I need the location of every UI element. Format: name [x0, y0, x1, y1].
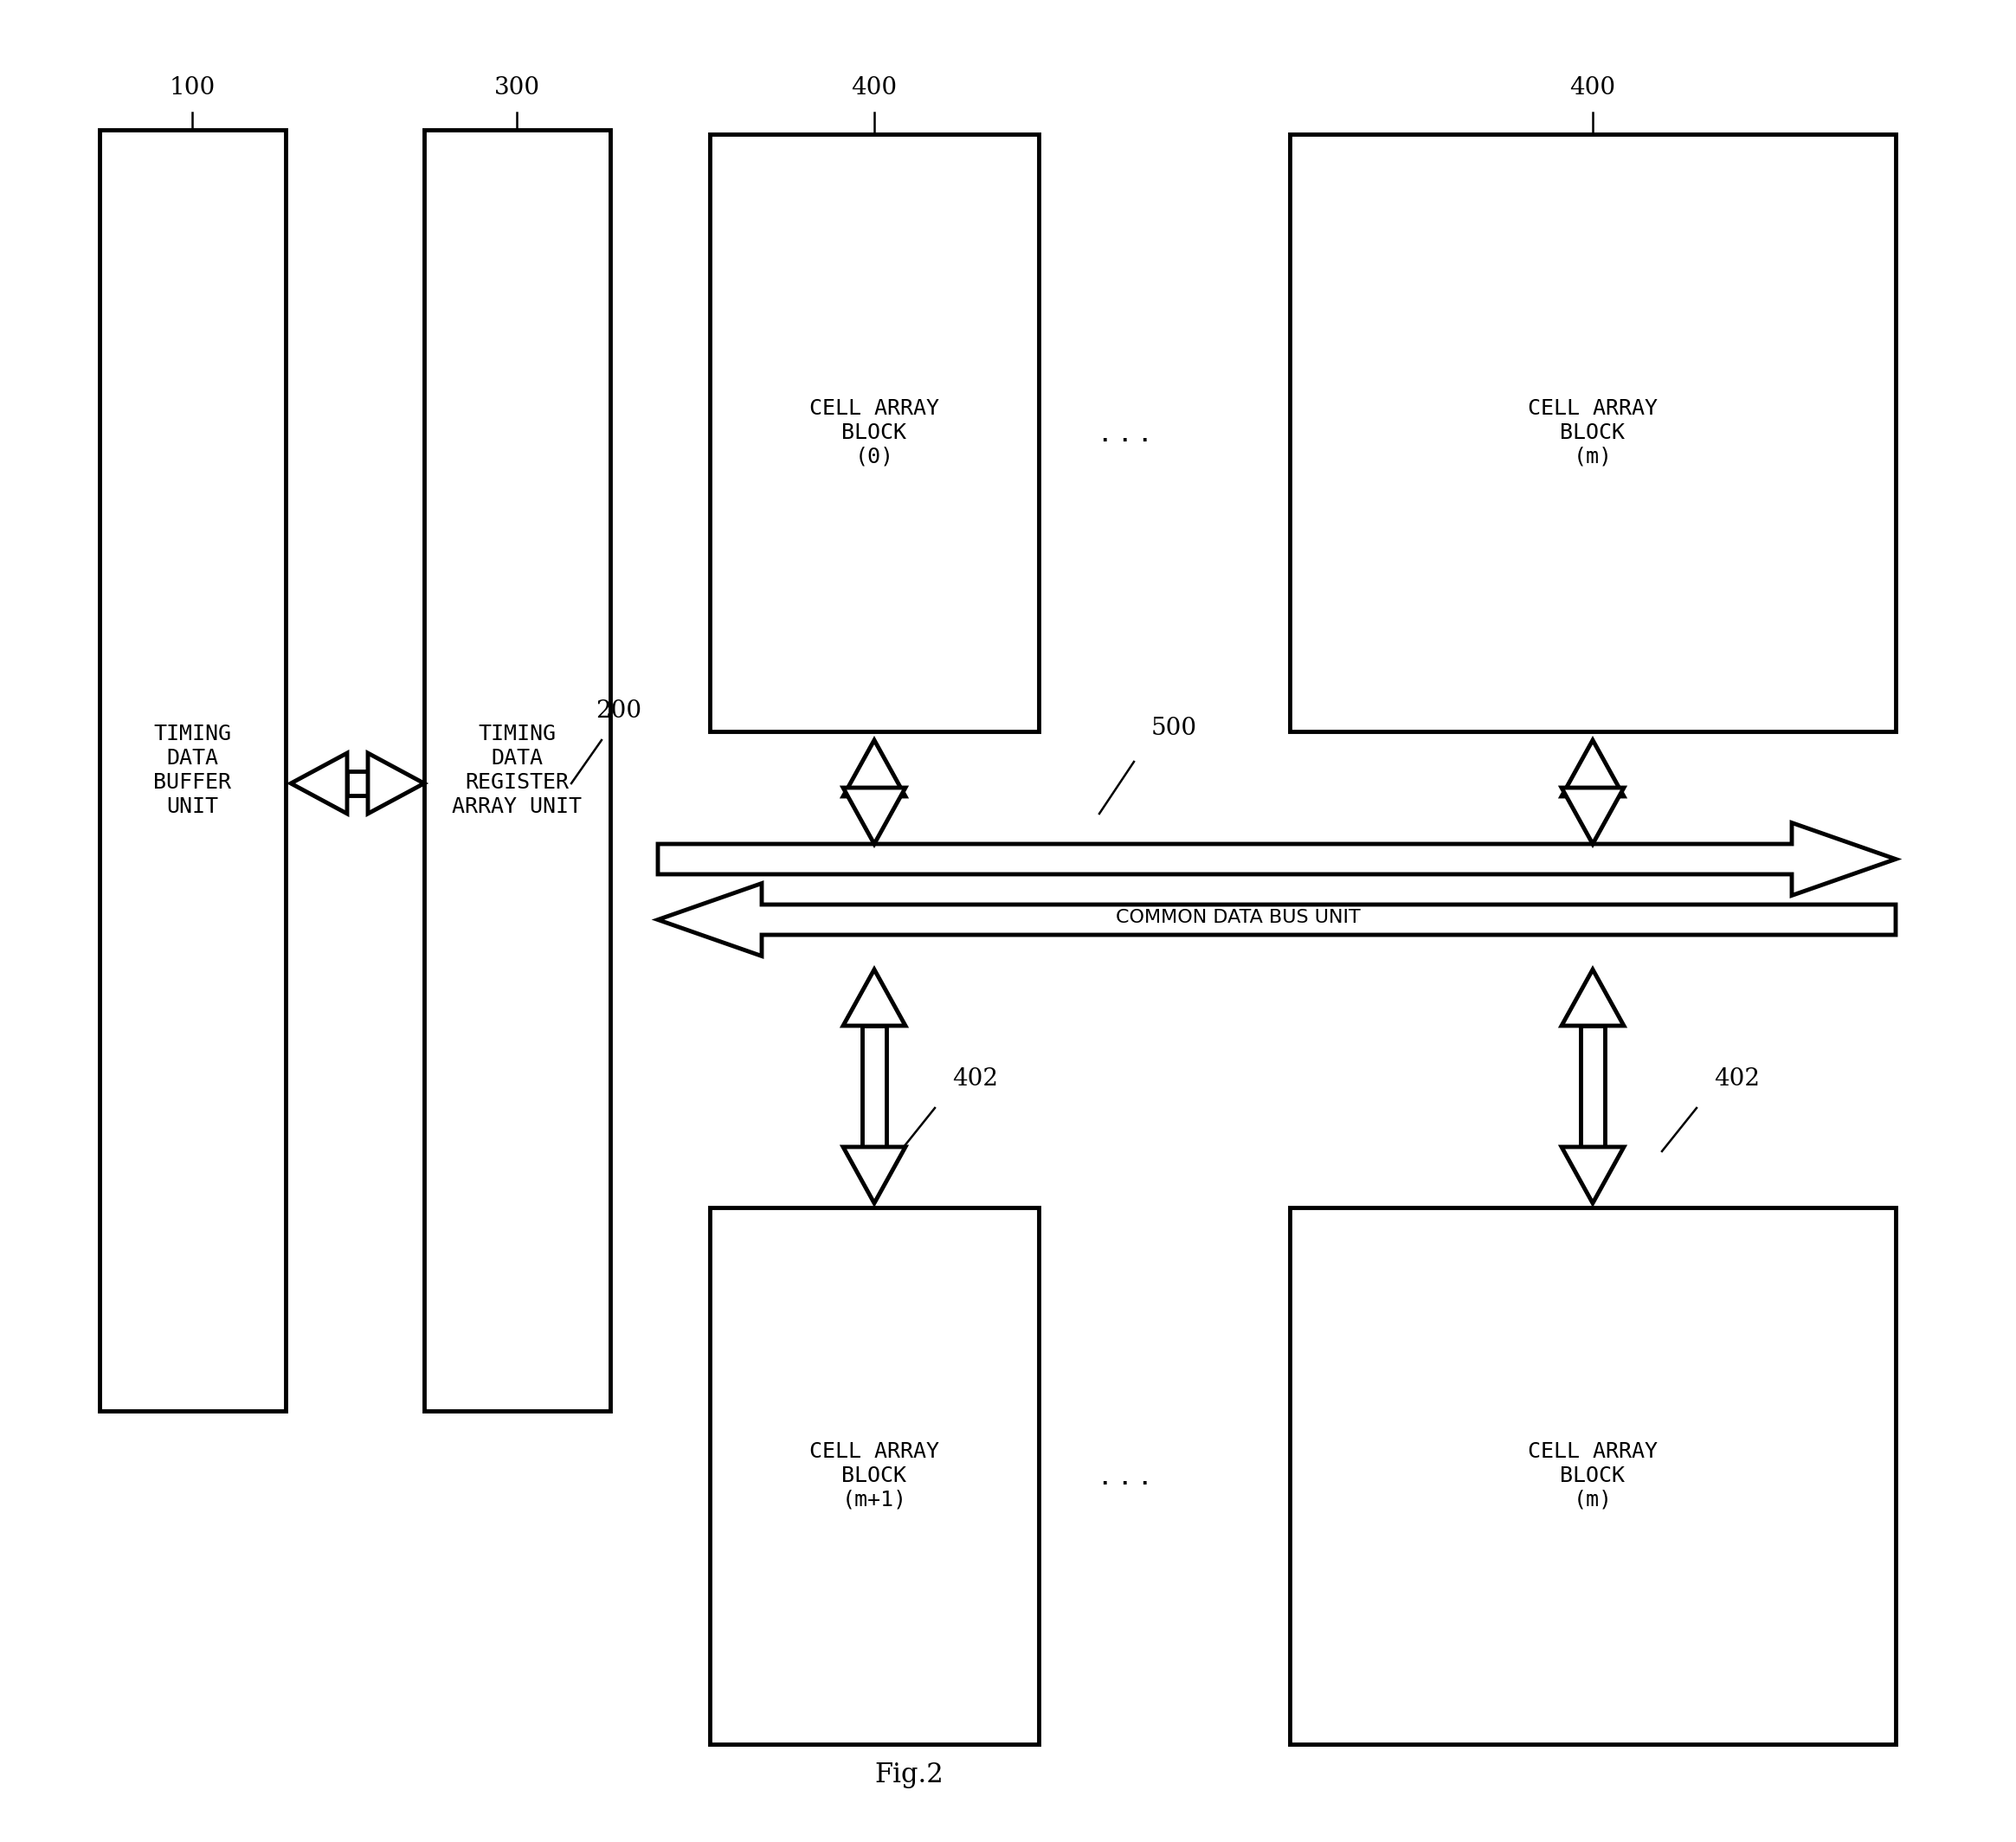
Bar	[1290, 1208, 1895, 1744]
Bar	[710, 134, 1038, 731]
Polygon shape	[290, 753, 347, 814]
Bar	[1290, 134, 1895, 731]
Bar	[423, 129, 611, 1411]
Polygon shape	[1562, 740, 1623, 796]
Text: 402: 402	[952, 1067, 998, 1090]
Bar	[1581, 1026, 1605, 1148]
Text: CELL ARRAY
BLOCK
(m): CELL ARRAY BLOCK (m)	[1528, 398, 1657, 468]
Text: 400: 400	[1570, 76, 1615, 99]
Text: 200: 200	[597, 700, 641, 722]
Bar	[99, 129, 286, 1411]
Text: 500: 500	[1151, 717, 1198, 740]
Polygon shape	[1562, 1148, 1623, 1203]
Polygon shape	[657, 823, 1895, 895]
Polygon shape	[657, 884, 1895, 956]
Bar	[1581, 788, 1605, 796]
Text: CELL ARRAY
BLOCK
(m): CELL ARRAY BLOCK (m)	[1528, 1442, 1657, 1510]
Text: . . .: . . .	[1101, 1461, 1151, 1490]
Bar	[347, 772, 367, 796]
Polygon shape	[1562, 788, 1623, 844]
Text: Fig.2: Fig.2	[875, 1761, 943, 1789]
Text: COMMON DATA BUS UNIT: COMMON DATA BUS UNIT	[1115, 908, 1361, 927]
Polygon shape	[1562, 969, 1623, 1026]
Polygon shape	[367, 753, 423, 814]
Text: TIMING
DATA
REGISTER
ARRAY UNIT: TIMING DATA REGISTER ARRAY UNIT	[452, 724, 583, 816]
Polygon shape	[843, 788, 905, 844]
Text: 100: 100	[169, 76, 216, 99]
Bar	[863, 1026, 887, 1148]
Text: 402: 402	[1714, 1067, 1760, 1090]
Text: . . .: . . .	[1101, 418, 1151, 448]
Text: TIMING
DATA
BUFFER
UNIT: TIMING DATA BUFFER UNIT	[153, 724, 232, 816]
Text: 400: 400	[851, 76, 897, 99]
Bar	[710, 1208, 1038, 1744]
Text: CELL ARRAY
BLOCK
(0): CELL ARRAY BLOCK (0)	[808, 398, 939, 468]
Polygon shape	[843, 969, 905, 1026]
Text: 300: 300	[494, 76, 540, 99]
Text: CELL ARRAY
BLOCK
(m+1): CELL ARRAY BLOCK (m+1)	[808, 1442, 939, 1510]
Bar	[863, 788, 887, 796]
Polygon shape	[843, 1148, 905, 1203]
Polygon shape	[843, 740, 905, 796]
